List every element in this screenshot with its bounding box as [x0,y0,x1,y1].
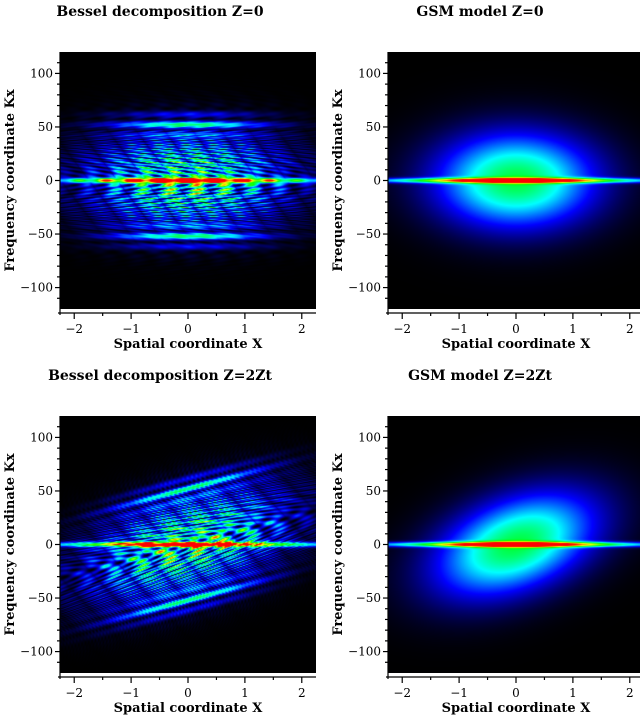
x-tick-label: 2 [626,686,634,700]
x-tick-label: −2 [65,686,83,700]
heatmap-canvas [388,52,640,309]
x-tick-label: 2 [298,322,306,336]
x-tick-label: 2 [298,686,306,700]
panel-gsm-z2zt: GSM model Z=2Zt 100 50 0 −50 −100 −2 −1 0 1 2 Spat… [320,364,640,727]
x-axis-label: Spatial coordinate X [114,701,264,716]
x-axis-label: Spatial coordinate X [114,337,264,352]
x-tick-label: −1 [122,322,140,336]
y-axis-label: Frequency coordinate Kx [331,89,346,271]
x-tick-label: −1 [122,686,140,700]
y-tick-label: −100 [20,645,53,659]
panel-bessel-z2zt: Bessel decomposition Z=2Zt 100 50 0 −50 −100… [0,364,320,727]
axes: 100 50 0 −50 −100 −2 −1 0 1 2 Spatial coordinate X… [331,416,640,716]
x-tick-label: 1 [241,322,249,336]
x-tick-label: 1 [569,322,577,336]
y-tick-label: 0 [373,538,381,552]
plot-area [388,416,640,673]
chart-title: Bessel decomposition Z=2Zt [48,368,272,384]
x-tick-label: 0 [512,322,520,336]
y-tick-label: 100 [30,430,53,444]
y-tick-label: −100 [20,281,53,295]
panel-bessel-z0: Bessel decomposition Z=0 100 50 0 −50 −100 −2… [0,0,320,363]
y-tick-label: 0 [45,538,53,552]
plot-area [60,416,316,673]
y-tick-label: 100 [30,66,53,80]
plot-area [60,52,316,309]
y-tick-label: −50 [28,227,53,241]
axes: 100 50 0 −50 −100 −2 −1 0 1 2 Spatial coordinate X… [3,52,316,352]
axes: 100 50 0 −50 −100 −2 −1 0 1 2 Spatial coordinate X… [331,52,640,352]
chart-title: GSM model Z=2Zt [408,368,552,384]
x-tick-label: −2 [393,322,411,336]
y-tick-label: 100 [358,66,381,80]
y-tick-label: −100 [348,281,381,295]
x-axis-label: Spatial coordinate X [442,337,592,352]
y-tick-label: 100 [358,430,381,444]
x-tick-label: 0 [512,686,520,700]
y-tick-label: 50 [366,120,381,134]
x-tick-label: −1 [450,686,468,700]
x-tick-label: 0 [184,322,192,336]
y-tick-label: −50 [28,591,53,605]
y-tick-label: 50 [366,484,381,498]
x-tick-label: −1 [450,322,468,336]
heatmap-canvas [60,416,316,673]
heatmap-canvas [60,52,316,309]
heatmap-canvas [388,416,640,673]
plot-area [388,52,640,309]
x-tick-label: 1 [569,686,577,700]
y-tick-label: −50 [356,591,381,605]
y-axis-label: Frequency coordinate Kx [331,453,346,635]
y-axis-label: Frequency coordinate Kx [3,89,18,271]
chart-title: GSM model Z=0 [416,4,544,20]
x-tick-label: −2 [65,322,83,336]
panel-gsm-z0: GSM model Z=0 100 50 0 −50 −100 −2 −1 0 1 2 Spatia… [320,0,640,363]
x-tick-label: 2 [626,322,634,336]
y-tick-label: 0 [45,174,53,188]
y-tick-label: 0 [373,174,381,188]
x-tick-label: 1 [241,686,249,700]
y-axis-label: Frequency coordinate Kx [3,453,18,635]
x-axis-label: Spatial coordinate X [442,701,592,716]
x-tick-label: −2 [393,686,411,700]
y-tick-label: 50 [38,120,53,134]
x-tick-label: 0 [184,686,192,700]
y-tick-label: −100 [348,645,381,659]
chart-title: Bessel decomposition Z=0 [56,4,264,20]
y-tick-label: −50 [356,227,381,241]
axes: 100 50 0 −50 −100 −2 −1 0 1 2 Spatial coordinate X… [3,416,316,716]
y-tick-label: 50 [38,484,53,498]
